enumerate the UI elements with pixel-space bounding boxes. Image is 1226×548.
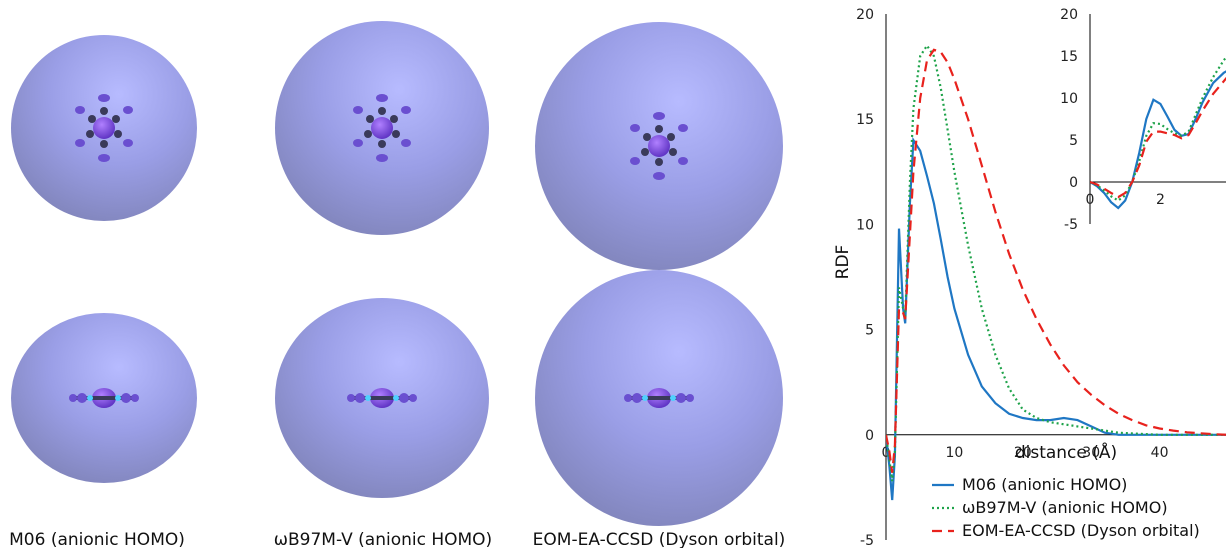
main-y-tick-label: 5 bbox=[865, 323, 874, 339]
rdf-inset-chart: -505101520024 bbox=[1060, 7, 1226, 233]
inset-y-tick-label: 15 bbox=[1060, 49, 1078, 65]
main-y-tick-label: -5 bbox=[860, 533, 874, 548]
main-y-tick-label: 20 bbox=[856, 7, 874, 23]
orbital-renderings-panel: M06 (anionic HOMO) ωB97M-V (anionic HOMO… bbox=[9, 21, 786, 548]
main-y-tick-label: 15 bbox=[856, 112, 874, 128]
inset-series-2-line bbox=[1090, 76, 1226, 199]
chart-legend: M06 (anionic HOMO) ωB97M-V (anionic HOMO)… bbox=[932, 475, 1200, 540]
y-axis-label: RDF bbox=[833, 245, 853, 280]
legend-label-1: ωB97M-V (anionic HOMO) bbox=[962, 498, 1168, 517]
caption-eom: EOM-EA-CCSD (Dyson orbital) bbox=[533, 530, 786, 548]
inset-series-1-line bbox=[1090, 55, 1226, 202]
legend-label-0: M06 (anionic HOMO) bbox=[962, 475, 1127, 494]
main-x-tick-label: 20 bbox=[1014, 445, 1032, 461]
wb97mv-orbital-side bbox=[275, 298, 489, 498]
inset-y-tick-label: -5 bbox=[1064, 217, 1078, 233]
main-x-tick-label: 0 bbox=[882, 445, 891, 461]
main-x-tick-label: 40 bbox=[1151, 445, 1169, 461]
eom-orbital-top bbox=[535, 22, 783, 270]
inset-x-tick-label: 2 bbox=[1156, 192, 1165, 208]
main-y-tick-label: 10 bbox=[856, 217, 874, 233]
main-series-1-line bbox=[886, 43, 1226, 482]
eom-orbital-side bbox=[535, 270, 783, 526]
wb97mv-orbital-top bbox=[275, 21, 489, 235]
inset-series-0-line bbox=[1090, 70, 1226, 210]
m06-orbital-top bbox=[11, 35, 197, 221]
x-axis-label: distance (Å) bbox=[1015, 441, 1117, 463]
legend-label-2: EOM-EA-CCSD (Dyson orbital) bbox=[962, 521, 1200, 540]
inset-x-tick-label: 0 bbox=[1086, 192, 1095, 208]
inset-y-tick-label: 5 bbox=[1069, 133, 1078, 149]
main-x-tick-label: 10 bbox=[945, 445, 963, 461]
inset-y-tick-label: 0 bbox=[1069, 175, 1078, 191]
main-series-2-line bbox=[886, 48, 1226, 473]
main-y-tick-label: 0 bbox=[865, 428, 874, 444]
inset-y-tick-label: 10 bbox=[1060, 91, 1078, 107]
inset-y-tick-label: 20 bbox=[1060, 7, 1078, 23]
caption-wb97mv: ωB97M-V (anionic HOMO) bbox=[274, 530, 492, 548]
main-x-tick-label: 30 bbox=[1082, 445, 1100, 461]
main-series-0-line bbox=[886, 136, 1226, 501]
m06-orbital-side bbox=[11, 313, 197, 483]
caption-m06: M06 (anionic HOMO) bbox=[9, 530, 185, 548]
